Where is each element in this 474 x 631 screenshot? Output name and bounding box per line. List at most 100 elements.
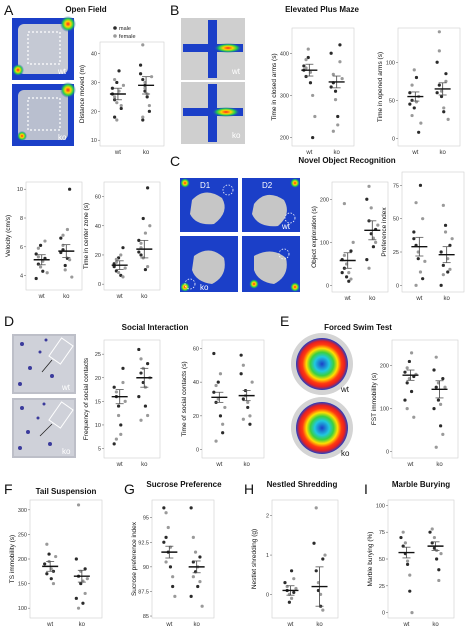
- data-point-female: [171, 575, 175, 579]
- data-point-female: [367, 266, 371, 270]
- open-field-heatmap-wt: wt: [12, 16, 76, 80]
- data-point-male: [68, 187, 72, 191]
- plot-frame: [397, 27, 461, 147]
- y-tick-label: 60: [95, 195, 101, 201]
- data-point-female: [114, 437, 118, 441]
- data-point-male: [287, 600, 291, 604]
- y-tick-label: 6: [20, 245, 23, 251]
- data-point-female: [248, 414, 252, 418]
- data-point-male: [221, 431, 225, 435]
- data-point-female: [432, 535, 437, 540]
- y-tick-label: 400: [280, 51, 289, 57]
- novel-object-heatmap-d1-wt: D1: [180, 178, 238, 232]
- data-point-male: [340, 270, 344, 275]
- novel-label-d1: D1: [200, 181, 211, 190]
- data-point-male: [412, 230, 416, 234]
- data-point-female: [313, 114, 317, 119]
- data-point-female: [113, 95, 117, 99]
- data-point-female: [441, 203, 445, 207]
- data-point-male: [448, 243, 452, 247]
- data-point-male: [137, 347, 141, 352]
- data-point-male: [216, 380, 220, 384]
- data-point-female: [250, 380, 254, 384]
- y-tick-label: 200: [320, 197, 329, 203]
- data-point-male: [312, 541, 316, 545]
- scatter-plot-h-nestlet: 0 1 2 Nestlet shredding (g) wt ko: [251, 499, 339, 628]
- data-point-female: [311, 93, 315, 98]
- data-point-female: [294, 586, 298, 591]
- x-tick-label: ko: [432, 622, 439, 628]
- data-point-male: [138, 72, 143, 76]
- scatter-plot-a-center: 0 20 40 60 Time in center zone (s) wt ko: [83, 181, 161, 300]
- data-point-female: [367, 184, 371, 188]
- data-point-female: [405, 559, 410, 563]
- data-point-female: [443, 230, 448, 234]
- data-point-female: [76, 606, 81, 610]
- y-tick-label: 40: [193, 380, 199, 386]
- swim-dish-ko: ko: [291, 397, 353, 459]
- x-tick-label: ko: [79, 622, 86, 628]
- data-point-male: [435, 91, 439, 95]
- data-point-female: [119, 103, 123, 108]
- data-point-female: [376, 223, 380, 227]
- data-point-female: [403, 541, 407, 545]
- legend-male-marker: [113, 26, 117, 30]
- data-point-male: [212, 390, 216, 394]
- x-tick-label: ko: [436, 462, 443, 468]
- data-point-female: [323, 553, 327, 557]
- plot-frame: [25, 181, 83, 291]
- data-point-male: [442, 110, 446, 114]
- panel-letter-i: I: [364, 481, 368, 497]
- plot-frame: [401, 171, 465, 293]
- swim-label-ko: ko: [341, 449, 350, 458]
- data-point-female: [351, 240, 355, 244]
- data-point-female: [439, 552, 443, 556]
- data-point-male: [437, 83, 441, 87]
- data-point-female: [139, 241, 143, 245]
- data-point-female: [419, 121, 423, 125]
- data-point-female: [76, 503, 81, 507]
- x-tick-label: wt: [215, 462, 222, 468]
- panel-letter-f: F: [4, 481, 13, 497]
- y-tick-label: 250: [18, 532, 27, 538]
- data-point-male: [405, 381, 409, 385]
- y-tick-label: 0: [266, 592, 269, 598]
- y-axis-label: Velocity (cm/s): [5, 215, 12, 257]
- data-point-female: [418, 270, 423, 274]
- panel-title-c: Novel Object Recognition: [298, 156, 395, 165]
- scatter-plot-d-time: 0 20 40 60 Time of social contacts (s) wt ko: [181, 339, 265, 468]
- y-tick-label: 90: [143, 565, 149, 571]
- x-tick-label: ko: [369, 296, 376, 302]
- data-point-male: [63, 263, 67, 268]
- data-point-male: [34, 252, 38, 256]
- data-point-male: [371, 245, 376, 249]
- y-tick-label: 100: [380, 407, 389, 413]
- y-tick-label: 8: [20, 216, 23, 222]
- y-tick-label: 100: [386, 60, 395, 66]
- data-point-female: [410, 83, 414, 87]
- y-tick-label: 50: [389, 98, 395, 104]
- y-tick-label: 15: [95, 399, 101, 405]
- data-point-male: [408, 91, 412, 95]
- scatter-plot-a-distance: 10 20 30 40 Distance moved (m) wt ko: [79, 41, 165, 156]
- data-point-female: [349, 277, 353, 281]
- data-point-male: [408, 102, 412, 106]
- data-point-female: [410, 113, 414, 118]
- plot-frame: [201, 339, 265, 459]
- data-point-female: [408, 573, 412, 577]
- x-tick-label: ko: [141, 462, 148, 468]
- data-point-female: [412, 415, 416, 419]
- data-point-female: [214, 439, 218, 443]
- data-point-female: [200, 604, 204, 608]
- plus-maze-heatmap-wt: wt: [181, 18, 245, 80]
- plot-frame: [103, 339, 161, 459]
- social-label-wt: wt: [61, 383, 71, 392]
- data-point-female: [191, 535, 195, 539]
- data-point-male: [311, 135, 315, 140]
- data-point-female: [448, 267, 452, 271]
- data-point-male: [79, 581, 83, 586]
- data-point-male: [116, 404, 121, 408]
- y-tick-label: 20: [193, 414, 199, 420]
- plot-frame: [103, 181, 161, 291]
